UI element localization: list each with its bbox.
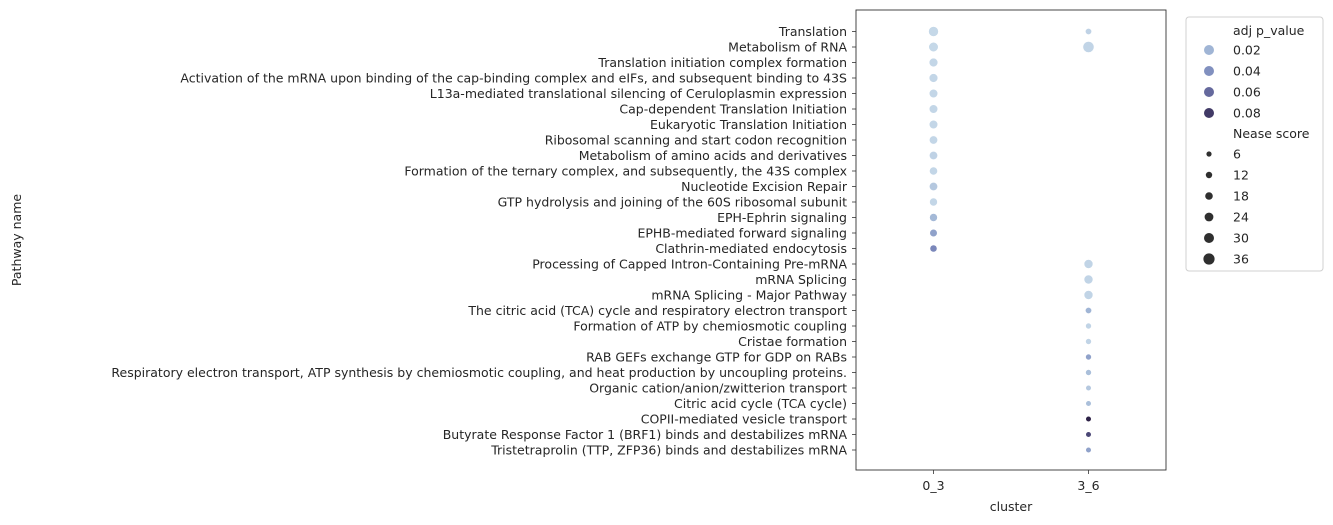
- y-tick-label: mRNA Splicing: [755, 272, 847, 287]
- y-tick-label: Metabolism of amino acids and derivative…: [579, 148, 847, 163]
- legend-box: [1185, 16, 1324, 272]
- legend-hue-swatch: [1204, 108, 1214, 118]
- data-point: [929, 213, 938, 222]
- x-axis-label: cluster: [990, 499, 1033, 514]
- data-point: [1083, 274, 1094, 285]
- data-point: [928, 57, 939, 68]
- legend-size-swatch: [1205, 171, 1213, 179]
- data-point: [1085, 338, 1092, 345]
- y-tick-label: L13a-mediated translational silencing of…: [430, 86, 847, 101]
- data-points: [928, 26, 1095, 454]
- legend-hue-label: 0.02: [1233, 43, 1261, 58]
- data-point: [929, 244, 938, 253]
- legend-size-label: 24: [1233, 210, 1249, 225]
- y-tick-label: RAB GEFs exchange GTP for GDP on RABs: [586, 350, 847, 365]
- y-tick-label: Translation initiation complex formation: [597, 55, 847, 70]
- y-tick-label: COPII-mediated vesicle transport: [641, 412, 847, 427]
- y-tick-label: Organic cation/anion/zwitterion transpor…: [589, 381, 847, 396]
- y-tick-label: Activation of the mRNA upon binding of t…: [180, 71, 847, 86]
- data-point: [928, 182, 938, 192]
- y-tick-label: Butyrate Response Factor 1 (BRF1) binds …: [443, 427, 848, 442]
- plot-frame: [855, 9, 1167, 471]
- legend-size-label: 6: [1233, 147, 1241, 162]
- data-point: [928, 151, 938, 161]
- legend-size-title: Nease score: [1233, 126, 1310, 141]
- legend-hue-swatch: [1204, 45, 1214, 55]
- x-axis-ticks: 0_3 3_6: [922, 470, 1100, 493]
- legend-size-swatch: [1205, 192, 1213, 200]
- data-point: [1085, 306, 1093, 314]
- legend-size-label: 36: [1233, 252, 1249, 267]
- data-point: [928, 88, 939, 99]
- legend-hue-label: 0.04: [1233, 64, 1261, 79]
- data-point: [929, 166, 938, 176]
- data-point: [928, 73, 939, 83]
- data-point: [928, 104, 939, 114]
- x-tick-label: 0_3: [922, 478, 944, 493]
- y-tick-label: Clathrin-mediated endocytosis: [655, 241, 847, 256]
- data-point: [1082, 41, 1095, 53]
- legend-size-label: 12: [1233, 168, 1249, 183]
- legend-size-label: 30: [1233, 231, 1249, 246]
- y-tick-label: Cap-dependent Translation Initiation: [619, 102, 847, 117]
- data-point: [1085, 353, 1092, 361]
- data-point: [928, 26, 939, 37]
- data-point: [1083, 259, 1094, 269]
- y-tick-label: Citric acid cycle (TCA cycle): [674, 396, 847, 411]
- legend-size-label: 18: [1233, 189, 1249, 204]
- y-tick-label: Tristetraprolin (TTP, ZFP36) binds and d…: [490, 443, 847, 458]
- data-point: [1085, 400, 1092, 407]
- y-tick-label: Respiratory electron transport, ATP synt…: [111, 365, 847, 380]
- y-tick-label: Translation: [778, 24, 847, 39]
- data-point: [928, 135, 938, 145]
- data-point: [928, 41, 939, 53]
- legend-size-swatch: [1203, 253, 1215, 265]
- y-tick-label: The citric acid (TCA) cycle and respirat…: [467, 303, 847, 318]
- y-tick-label: Eukaryotic Translation Initiation: [650, 117, 847, 132]
- data-point: [1085, 322, 1092, 330]
- y-tick-label: mRNA Splicing - Major Pathway: [651, 288, 847, 303]
- legend-size-swatch: [1204, 212, 1214, 222]
- y-tick-label: Cristae formation: [738, 334, 847, 349]
- legend-size-swatch: [1204, 233, 1214, 243]
- y-tick-label: GTP hydrolysis and joining of the 60S ri…: [498, 195, 847, 210]
- data-point: [1085, 384, 1092, 392]
- legend: adj p_value 0.02 0.04 0.06 0.08 Nease score…: [1185, 16, 1324, 272]
- y-tick-label: EPHB-mediated forward signaling: [637, 226, 847, 241]
- data-point: [1085, 446, 1092, 454]
- data-point: [1085, 431, 1092, 438]
- data-point: [929, 228, 938, 238]
- y-axis-label: Pathway name: [9, 194, 24, 286]
- y-tick-label: Processing of Capped Intron-Containing P…: [532, 257, 847, 272]
- y-tick-label: Nucleotide Excision Repair: [681, 179, 848, 194]
- y-tick-label: Ribosomal scanning and start codon recog…: [545, 133, 847, 148]
- y-tick-label: EPH-Ephrin signaling: [717, 210, 847, 225]
- legend-size-swatch: [1206, 151, 1212, 157]
- data-point: [928, 119, 939, 130]
- legend-hue-label: 0.06: [1233, 85, 1261, 100]
- y-tick-label: Metabolism of RNA: [728, 40, 847, 55]
- legend-hue-swatch: [1204, 87, 1214, 97]
- y-tick-label: Formation of the ternary complex, and su…: [404, 164, 847, 179]
- data-point: [1085, 415, 1092, 423]
- data-point: [1083, 290, 1094, 300]
- legend-hue-swatch: [1204, 66, 1214, 76]
- data-point: [1085, 369, 1092, 376]
- legend-hue-title: adj p_value: [1233, 23, 1305, 38]
- data-point: [929, 197, 938, 207]
- data-point: [1085, 27, 1093, 35]
- x-tick-label: 3_6: [1077, 478, 1099, 493]
- y-tick-label: Formation of ATP by chemiosmotic couplin…: [573, 319, 847, 334]
- legend-hue-label: 0.08: [1233, 106, 1261, 121]
